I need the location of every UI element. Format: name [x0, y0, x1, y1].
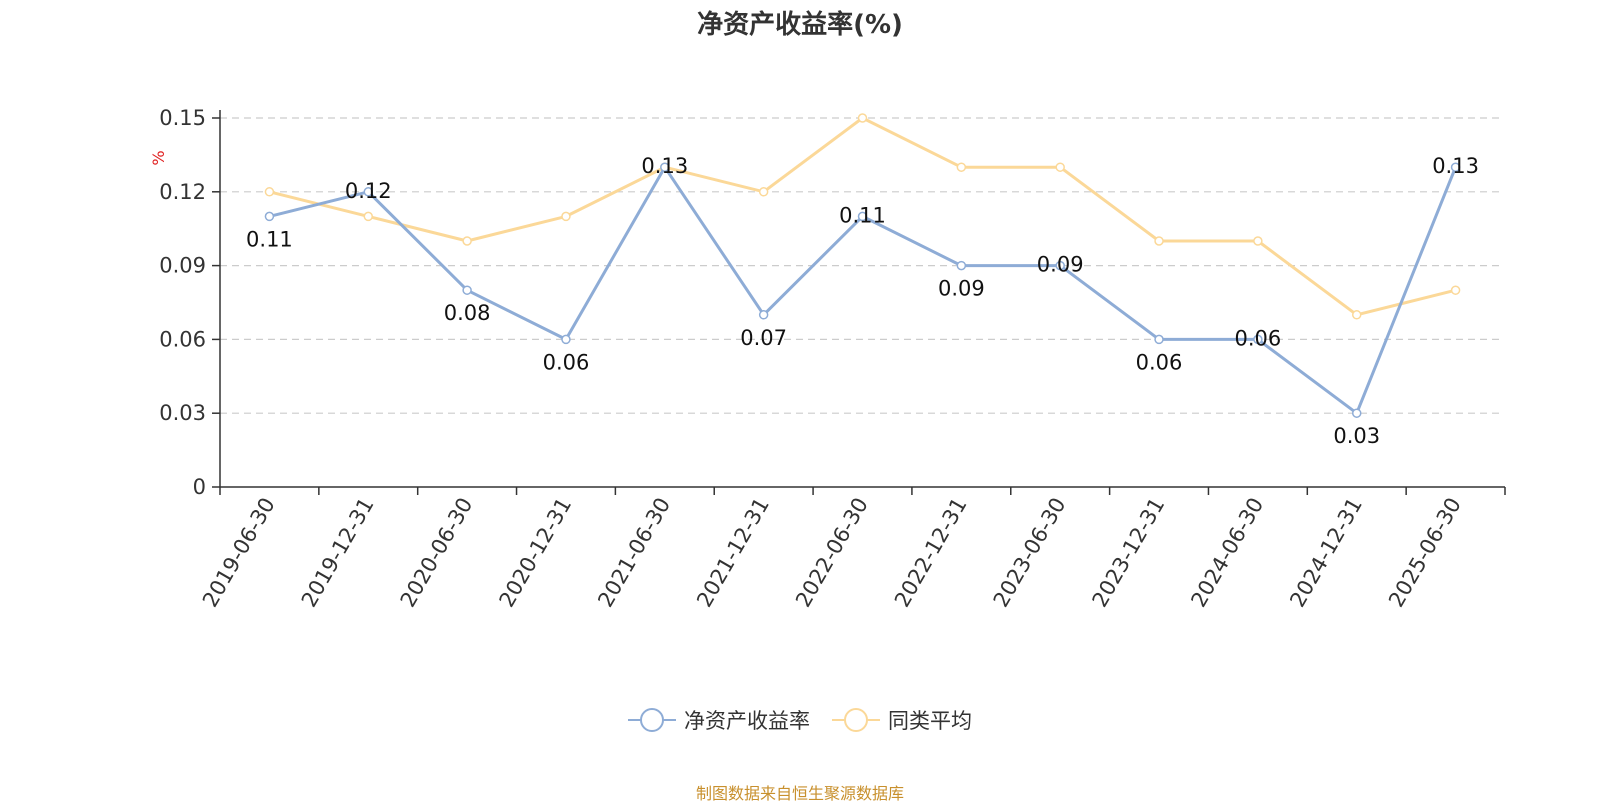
data-label: 0.11 — [246, 227, 293, 251]
y-tick-label: 0.03 — [159, 401, 206, 425]
data-label: 0.09 — [1037, 253, 1084, 277]
y-tick-label: 0.09 — [159, 254, 206, 278]
data-point — [264, 211, 275, 222]
data-point — [462, 236, 472, 246]
data-point — [1450, 162, 1461, 172]
data-point — [363, 187, 374, 197]
data-point — [1351, 408, 1362, 418]
data-point — [956, 260, 967, 271]
x-tick-label: 2023-12-31 — [1088, 494, 1170, 612]
y-tick-label: 0.12 — [159, 180, 206, 204]
data-point — [758, 187, 769, 197]
y-axis-label: % — [149, 150, 168, 165]
x-tick-label: 2021-12-31 — [692, 494, 774, 612]
x-tick-label: 2024-06-30 — [1186, 494, 1268, 612]
data-point — [561, 334, 571, 345]
data-label: 0.06 — [1136, 350, 1183, 374]
data-point — [1055, 162, 1065, 172]
x-tick-label: 2020-12-31 — [494, 494, 576, 612]
data-point — [264, 187, 275, 197]
data-label: 0.06 — [1235, 326, 1282, 350]
series-lines — [264, 113, 1461, 418]
data-point — [1253, 236, 1263, 246]
data-point — [956, 162, 967, 172]
data-point — [660, 162, 670, 172]
chart-title: 净资产收益率(%) — [697, 10, 903, 40]
x-tick-label: 2020-06-30 — [396, 494, 478, 612]
legend-item-peer-average[interactable]: 同类平均 — [832, 705, 972, 735]
legend-swatch-peer-average — [832, 708, 880, 732]
data-point — [857, 113, 868, 123]
data-point — [1450, 285, 1461, 295]
y-tick-label: 0 — [193, 475, 206, 499]
y-tick-label: 0.15 — [159, 106, 206, 130]
x-tick-label: 2022-06-30 — [791, 494, 873, 612]
data-point — [561, 211, 571, 222]
data-point — [1055, 260, 1065, 271]
x-tick-label: 2019-12-31 — [297, 494, 379, 612]
data-point — [1351, 310, 1362, 320]
data-label: 0.13 — [641, 154, 688, 178]
data-point — [462, 285, 472, 295]
data-point — [1154, 334, 1164, 345]
legend-item-roe[interactable]: 净资产收益率 — [628, 705, 810, 735]
data-label: 0.07 — [740, 326, 787, 350]
legend: 净资产收益率 同类平均 — [0, 705, 1600, 735]
data-point — [857, 211, 868, 222]
legend-swatch-roe — [628, 708, 676, 732]
source-note: 制图数据来自恒生聚源数据库 — [695, 784, 904, 803]
data-label: 0.13 — [1432, 154, 1479, 178]
y-tick-label: 0.06 — [159, 327, 206, 351]
data-label: 0.09 — [938, 277, 985, 301]
grid-lines — [220, 117, 1499, 414]
data-labels: 0.11 0.12 0.08 0.06 0.13 0.07 0.11 0.09 0.09 0.06… — [246, 154, 1479, 448]
x-tick-label: 2022-12-31 — [890, 494, 972, 612]
x-tick-label: 2025-06-30 — [1384, 494, 1466, 612]
x-tick-label: 2023-06-30 — [989, 494, 1071, 612]
data-label: 0.03 — [1333, 424, 1380, 448]
data-label: 0.12 — [345, 179, 392, 203]
x-tick-label: 2021-06-30 — [593, 494, 675, 612]
data-point — [1154, 236, 1164, 246]
data-point — [363, 211, 374, 222]
chart-plot: 0 0.03 0.06 0.09 0.12 0.15% 2019-06-30 2019-12-… — [149, 106, 1506, 612]
data-label: 0.06 — [543, 350, 590, 374]
legend-label-roe: 净资产收益率 — [684, 709, 810, 733]
data-point — [1253, 334, 1263, 345]
data-label: 0.11 — [839, 203, 886, 227]
data-point — [758, 310, 769, 320]
x-tick-label: 2019-06-30 — [198, 494, 280, 612]
x-tick-label: 2024-12-31 — [1285, 494, 1367, 612]
data-label: 0.08 — [444, 301, 491, 325]
legend-label-peer-average: 同类平均 — [888, 709, 972, 733]
